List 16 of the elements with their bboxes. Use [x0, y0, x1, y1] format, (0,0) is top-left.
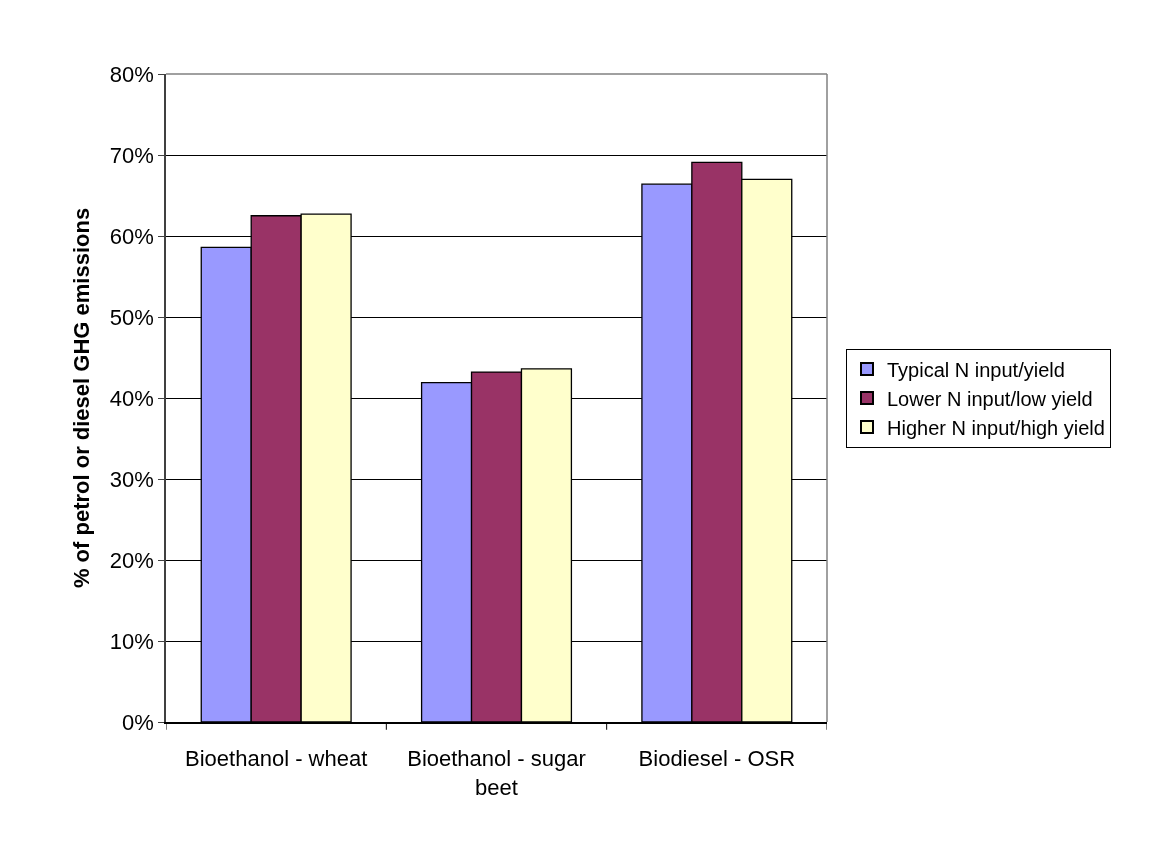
y-tick-label: 60%: [109, 223, 154, 249]
x-tick-label: Bioethanol - sugar beet: [407, 746, 586, 800]
y-tick-label: 40%: [109, 385, 154, 411]
legend-label: Typical N input/yield: [887, 358, 1065, 381]
legend-label: Higher N input/high yield: [887, 416, 1105, 439]
y-tick-label: 0%: [122, 709, 154, 735]
y-tick-label: 20%: [109, 547, 154, 573]
y-axis-title: % of petrol or diesel GHG emissions: [69, 207, 95, 589]
legend-label: Lower N input/low yield: [887, 387, 1093, 410]
y-tick-label: 50%: [109, 304, 154, 330]
y-tick-label: 10%: [109, 628, 154, 654]
x-tick-label: Bioethanol - wheat: [185, 746, 368, 772]
y-tick-label: 80%: [109, 61, 154, 87]
y-tick-label: 30%: [109, 466, 154, 492]
x-tick-label: Biodiesel - OSR: [638, 746, 796, 772]
y-tick-label: 70%: [109, 142, 154, 168]
